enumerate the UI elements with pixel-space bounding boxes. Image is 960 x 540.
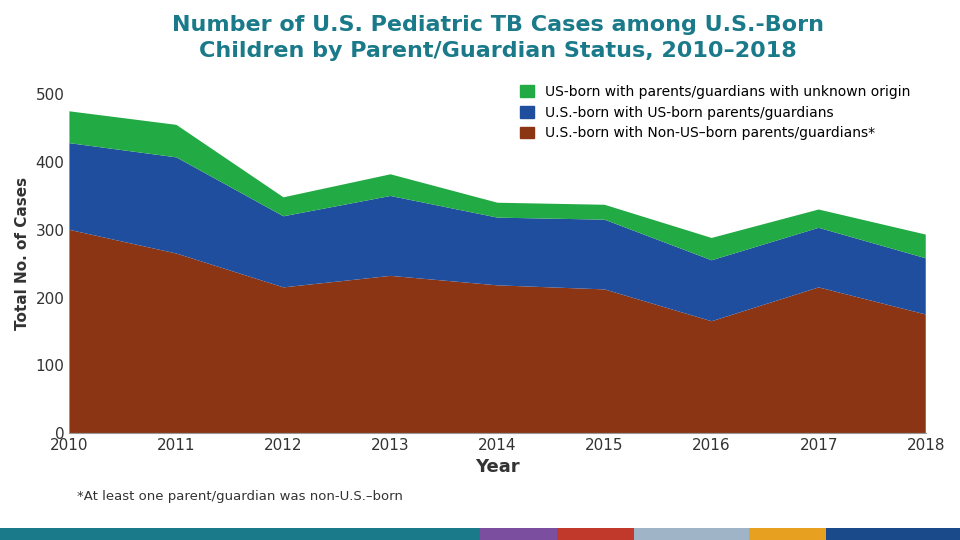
Text: *At least one parent/guardian was non-U.S.–born: *At least one parent/guardian was non-U.… (77, 490, 402, 503)
Legend: US-born with parents/guardians with unknown origin, U.S.-born with US-born paren: US-born with parents/guardians with unkn… (520, 85, 910, 140)
Y-axis label: Total No. of Cases: Total No. of Cases (15, 177, 30, 330)
Title: Number of U.S. Pediatric TB Cases among U.S.-Born
Children by Parent/Guardian St: Number of U.S. Pediatric TB Cases among … (172, 15, 824, 62)
X-axis label: Year: Year (475, 458, 520, 476)
